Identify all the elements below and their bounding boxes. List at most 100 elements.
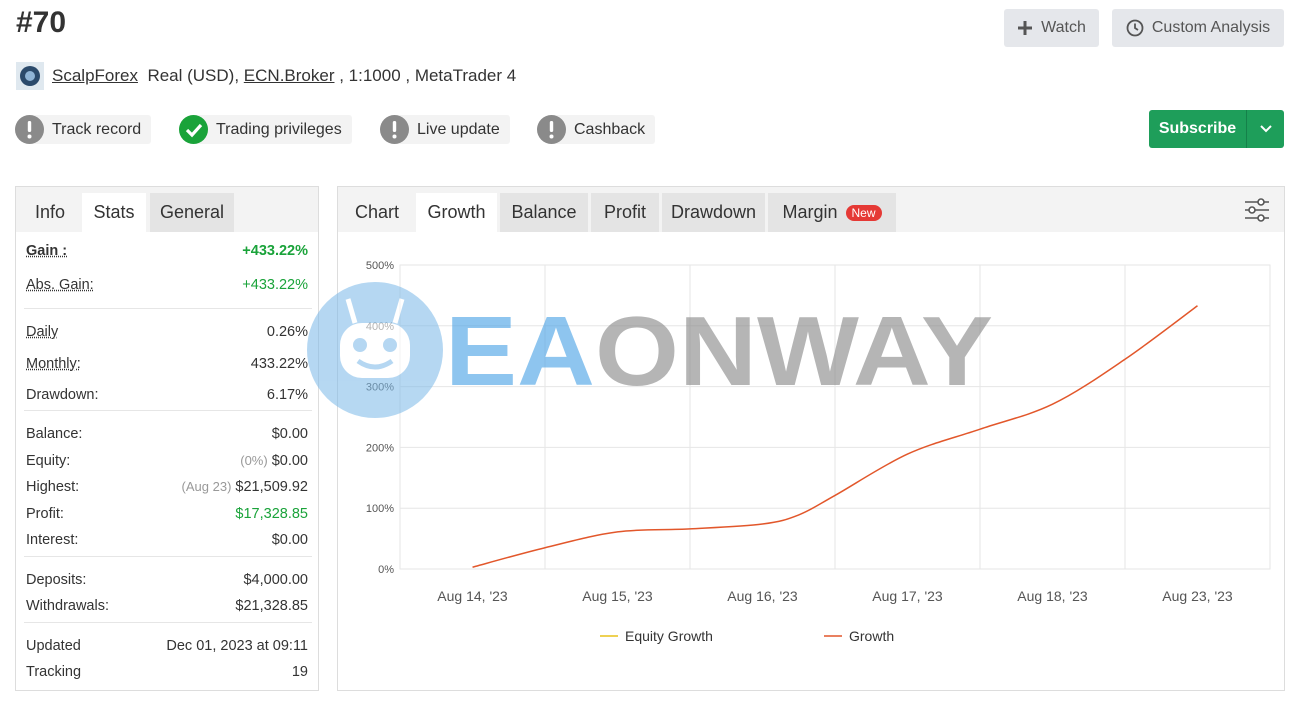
chart-tab-label: Growth xyxy=(427,202,486,222)
custom-analysis-label: Custom Analysis xyxy=(1151,19,1271,36)
stat-value: $4,000.00 xyxy=(243,572,308,588)
y-tick-label: 400% xyxy=(366,321,394,333)
stat-row: Deposits: $4,000.00 xyxy=(26,570,308,590)
x-tick-label: Aug 16, '23 xyxy=(727,588,798,604)
stat-value: $0.00 xyxy=(271,426,308,442)
stat-value-wrap: $0.00 xyxy=(272,532,308,548)
subscribe-label[interactable]: Subscribe xyxy=(1158,120,1237,137)
stat-label: Monthly: xyxy=(26,355,81,372)
stat-value: $21,509.92 xyxy=(235,479,308,495)
stat-row: Balance: $0.00 xyxy=(26,424,308,444)
stat-label: Abs. Gain: xyxy=(26,277,94,293)
stat-label: Withdrawals: xyxy=(26,598,109,614)
x-tick-label: Aug 18, '23 xyxy=(1017,588,1088,604)
stat-row: Monthly: 433.22% xyxy=(26,354,308,374)
broker-logo xyxy=(16,62,44,90)
stat-label: Drawdown: xyxy=(26,387,99,403)
account-info: ScalpForex Real (USD), ECN.Broker , 1:10… xyxy=(16,61,516,91)
separator xyxy=(24,308,312,309)
settings-icon[interactable] xyxy=(1243,197,1271,223)
stat-value-wrap: 19 xyxy=(292,664,308,680)
stat-value-wrap: +433.22% xyxy=(242,277,308,293)
y-tick-label: 200% xyxy=(366,442,394,454)
stat-value-wrap: +433.22% xyxy=(242,243,308,259)
stat-value: $21,328.85 xyxy=(235,598,308,614)
chart-tab-label: Drawdown xyxy=(670,202,757,222)
stat-row: Updated Dec 01, 2023 at 09:11 xyxy=(26,636,308,656)
separator xyxy=(24,556,312,557)
warning-icon xyxy=(380,115,409,144)
growth-line xyxy=(472,305,1198,568)
stat-value: 6.17% xyxy=(266,387,308,403)
y-tick-label: 0% xyxy=(378,564,394,576)
legend-label: Equity Growth xyxy=(625,628,713,644)
stat-row: Gain : +433.22% xyxy=(26,241,308,261)
stat-row: Highest: (Aug 23) $21,509.92 xyxy=(26,477,308,497)
dropdown-arrow[interactable] xyxy=(1259,123,1273,135)
stat-label: Balance: xyxy=(26,426,83,442)
stats-panel: Info Stats General Gain : +433.22% Abs. Gain:… xyxy=(15,186,319,691)
warning-icon xyxy=(15,115,44,144)
divider xyxy=(1246,110,1247,148)
chart-tab[interactable]: Margin New xyxy=(768,193,896,232)
stat-label: Daily xyxy=(26,324,59,340)
stat-value: 433.22% xyxy=(250,355,308,372)
stat-label: Interest: xyxy=(26,532,79,548)
chart-tab-label: Balance xyxy=(511,202,577,222)
stats-tab[interactable]: Stats xyxy=(82,193,146,232)
chart-tab[interactable]: Profit xyxy=(591,193,659,232)
stat-note: (Aug 23) xyxy=(181,479,232,494)
status-badge: Track record xyxy=(15,115,152,144)
watch-button[interactable]: Watch xyxy=(1004,9,1099,47)
y-tick-label: 100% xyxy=(366,503,394,515)
badge-label: Trading privileges xyxy=(216,120,342,138)
new-badge: New xyxy=(845,204,882,221)
account-type: Real (USD), xyxy=(147,66,244,85)
account-title: #70 xyxy=(16,6,67,39)
watch-label: Watch xyxy=(1041,19,1086,36)
warning-icon xyxy=(537,115,566,144)
stat-value-wrap: 433.22% xyxy=(251,356,308,372)
chart-tab-label: Margin xyxy=(782,202,838,222)
custom-analysis-button[interactable]: Custom Analysis xyxy=(1112,9,1284,47)
stat-row: Withdrawals: $21,328.85 xyxy=(26,596,308,616)
plus-icon xyxy=(1018,21,1033,35)
stat-value-wrap: 0.26% xyxy=(267,324,308,340)
status-badge: Trading privileges xyxy=(179,115,352,144)
status-badge: Cashback xyxy=(537,115,656,144)
chart-tab[interactable]: Growth xyxy=(416,193,497,232)
stat-label: Deposits: xyxy=(26,572,87,588)
stat-value: +433.22% xyxy=(242,277,308,293)
stat-label: Tracking xyxy=(26,664,82,680)
server-link[interactable]: ECN.Broker xyxy=(243,66,335,85)
badge-label: Cashback xyxy=(574,120,646,138)
chart-tab[interactable]: Drawdown xyxy=(662,193,765,232)
stat-row: Daily 0.26% xyxy=(26,322,308,342)
account-details: , 1:1000 , MetaTrader 4 xyxy=(334,66,517,85)
stats-tab[interactable]: General xyxy=(150,193,234,232)
stat-value: $17,328.85 xyxy=(235,505,308,522)
stats-tab[interactable]: Info xyxy=(34,202,66,222)
stat-value-wrap: (0%) $0.00 xyxy=(240,453,308,469)
stat-label: Profit: xyxy=(26,505,64,522)
stat-label: Highest: xyxy=(26,479,80,495)
check-icon xyxy=(179,115,208,144)
chart-tab[interactable]: Balance xyxy=(500,193,588,232)
broker-link[interactable]: ScalpForex xyxy=(52,66,138,85)
x-tick-label: Aug 17, '23 xyxy=(872,588,943,604)
subscribe-button[interactable]: Subscribe xyxy=(1149,110,1284,148)
legend-label: Growth xyxy=(849,628,894,644)
stat-value: Dec 01, 2023 at 09:11 xyxy=(166,638,308,654)
stat-value-wrap: $17,328.85 xyxy=(235,506,308,522)
stat-value-wrap: $0.00 xyxy=(272,426,308,442)
stat-value: 19 xyxy=(291,664,308,680)
separator xyxy=(24,622,312,623)
stat-value: $0.00 xyxy=(271,532,308,548)
stat-value-wrap: Dec 01, 2023 at 09:11 xyxy=(166,638,308,654)
y-tick-label: 300% xyxy=(366,382,394,394)
stat-label: Updated xyxy=(26,638,81,654)
separator xyxy=(24,410,312,411)
stat-value-wrap: (Aug 23) $21,509.92 xyxy=(182,479,308,495)
stat-row: Equity: (0%) $0.00 xyxy=(26,451,308,471)
